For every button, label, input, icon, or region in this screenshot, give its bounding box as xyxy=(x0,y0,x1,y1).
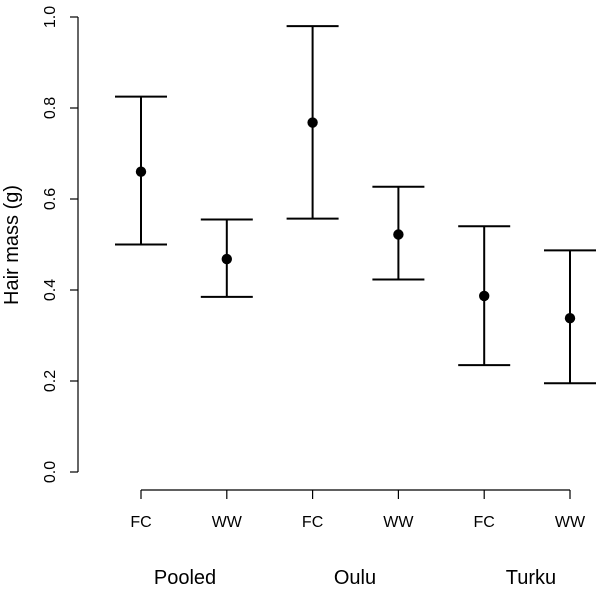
y-tick-label: 0.0 xyxy=(42,461,59,483)
mean-point xyxy=(221,253,232,265)
y-tick-label: 0.8 xyxy=(42,97,59,119)
mean-point xyxy=(307,117,318,128)
y-tick-label: 0.2 xyxy=(42,370,59,392)
group-label: Pooled xyxy=(154,567,216,589)
x-tick-label: WW xyxy=(383,514,414,531)
x-tick-label: FC xyxy=(302,514,323,531)
y-tick-label: 0.6 xyxy=(42,188,59,210)
mean-point xyxy=(135,166,147,177)
mean-point xyxy=(564,313,576,324)
x-labels: FC WW FC WW FC WW Pooled Oulu Turku xyxy=(130,514,586,589)
x-tick-label: FC xyxy=(474,514,495,531)
x-tick-label: FC xyxy=(130,514,151,531)
group-label: Turku xyxy=(506,567,556,589)
x-tick-label: WW xyxy=(212,514,243,531)
mean-point xyxy=(393,229,404,240)
y-axis: 0.0 0.2 0.4 0.6 0.8 1.0 xyxy=(42,6,79,483)
mean-point xyxy=(479,290,490,302)
x-axis xyxy=(140,489,571,499)
group-label: Oulu xyxy=(334,567,376,589)
y-tick-label: 1.0 xyxy=(42,6,59,28)
y-axis-title: Hair mass (g) xyxy=(1,185,23,305)
error-bar-marks xyxy=(115,25,596,385)
x-tick-label: WW xyxy=(555,514,586,531)
y-tick-label: 0.4 xyxy=(42,279,59,301)
